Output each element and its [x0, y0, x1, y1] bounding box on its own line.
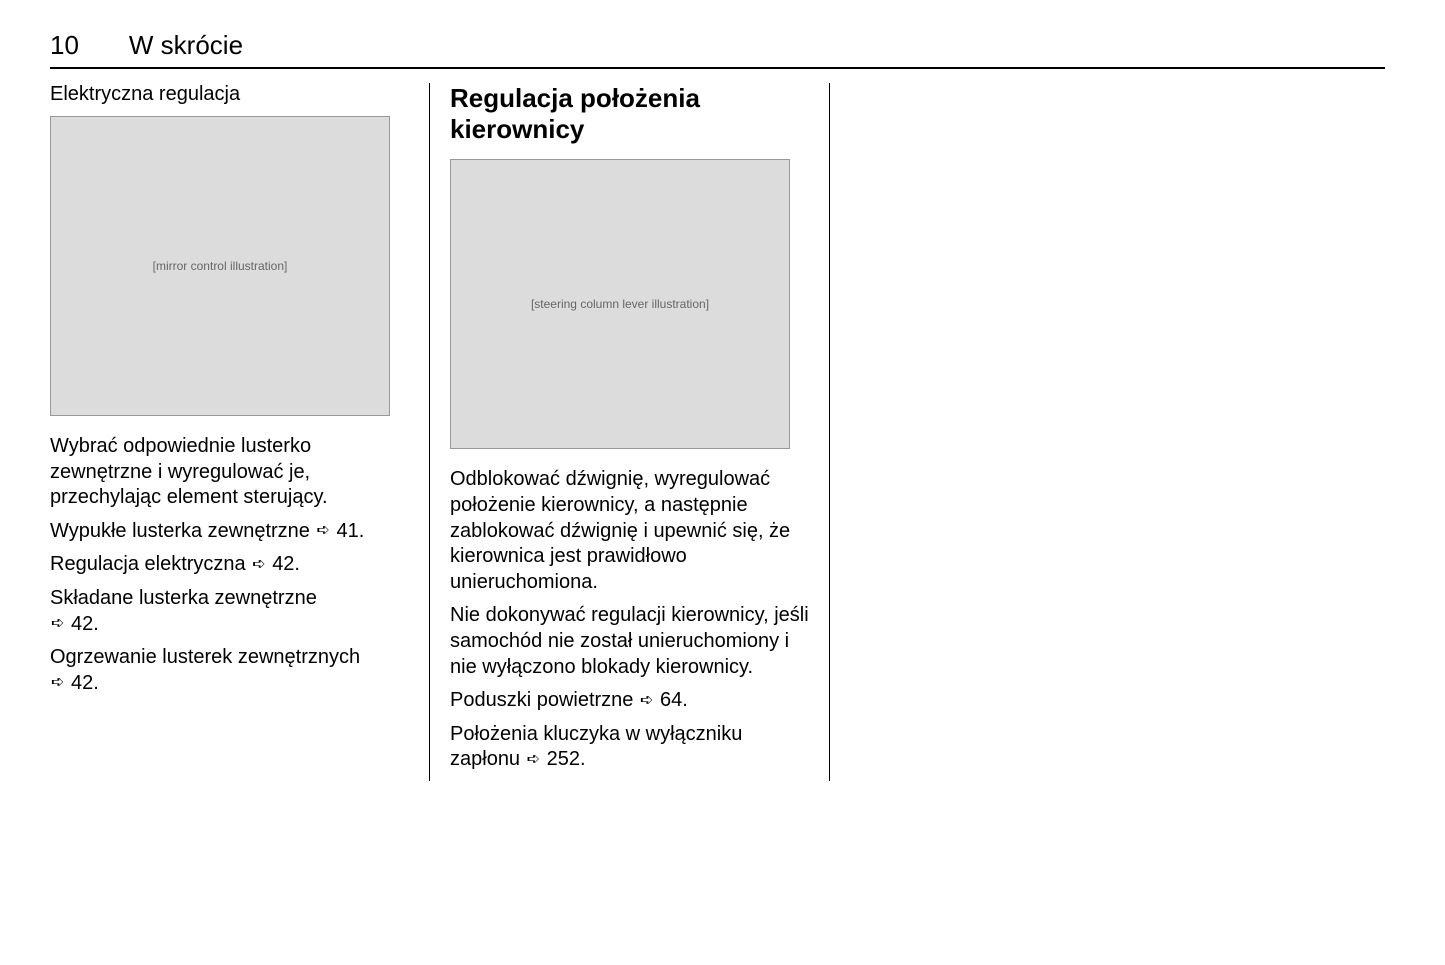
col1-p4-text: Składane lusterka zewnętrzne — [50, 587, 317, 609]
col1-p2-ref: 41. — [336, 520, 364, 542]
content-columns: Elektryczna regulacja [mirror control il… — [50, 83, 1385, 781]
column-3 — [830, 83, 1385, 781]
reference-arrow-icon: ➪ — [51, 614, 64, 634]
col2-paragraph-3: Poduszki powietrzne ➪ 64. — [450, 688, 809, 714]
col2-figure-alt: [steering column lever illustration] — [531, 297, 709, 311]
col2-p4-ref: 252. — [547, 748, 586, 770]
col1-figure: [mirror control illustration] — [50, 116, 390, 416]
col2-figure: [steering column lever illustration] — [450, 159, 790, 449]
col2-heading: Regulacja położenia kierownicy — [450, 83, 809, 145]
column-1: Elektryczna regulacja [mirror control il… — [50, 83, 430, 781]
reference-arrow-icon: ➪ — [252, 555, 265, 575]
page-number: 10 — [50, 30, 79, 61]
col1-paragraph-1: Wybrać odpowiednie lusterko zewnętrzne i… — [50, 434, 409, 511]
col1-subheading: Elektryczna regulacja — [50, 83, 409, 106]
reference-arrow-icon: ➪ — [527, 750, 540, 770]
manual-page: 10 W skrócie Elektryczna regulacja [mirr… — [0, 0, 1445, 811]
col1-p5-ref: 42. — [71, 672, 99, 694]
chapter-title: W skrócie — [129, 30, 243, 61]
col2-paragraph-2: Nie dokonywać regulacji kierownicy, jeśl… — [450, 603, 809, 680]
reference-arrow-icon: ➪ — [317, 521, 330, 541]
col2-p4-text: Położenia kluczyka w wyłączniku zapłonu — [450, 723, 742, 771]
col1-p4-ref: 42. — [71, 613, 99, 635]
col1-figure-alt: [mirror control illustration] — [153, 259, 288, 273]
col1-paragraph-4: Składane lusterka zewnętrzne ➪ 42. — [50, 586, 409, 637]
col1-paragraph-3: Regulacja elektryczna ➪ 42. — [50, 552, 409, 578]
column-2: Regulacja położenia kierownicy [steering… — [430, 83, 830, 781]
col1-p5-text: Ogrzewanie lusterek zewnętrznych — [50, 646, 360, 668]
col1-p3-ref: 42. — [272, 553, 300, 575]
col1-p2-text: Wypukłe lusterka zewnętrzne — [50, 520, 310, 542]
col1-paragraph-2: Wypukłe lusterka zewnętrzne ➪ 41. — [50, 519, 409, 545]
col2-paragraph-1: Odblokować dźwignię, wyregulować położen… — [450, 467, 809, 595]
reference-arrow-icon: ➪ — [51, 673, 64, 693]
col1-p3-text: Regulacja elektryczna — [50, 553, 246, 575]
page-header: 10 W skrócie — [50, 30, 1385, 69]
col2-p3-ref: 64. — [660, 689, 688, 711]
col1-paragraph-5: Ogrzewanie lusterek zewnętrznych ➪ 42. — [50, 645, 409, 696]
col2-paragraph-4: Położenia kluczyka w wyłączniku zapłonu … — [450, 722, 809, 773]
col2-p3-text: Poduszki powietrzne — [450, 689, 633, 711]
reference-arrow-icon: ➪ — [640, 691, 653, 711]
